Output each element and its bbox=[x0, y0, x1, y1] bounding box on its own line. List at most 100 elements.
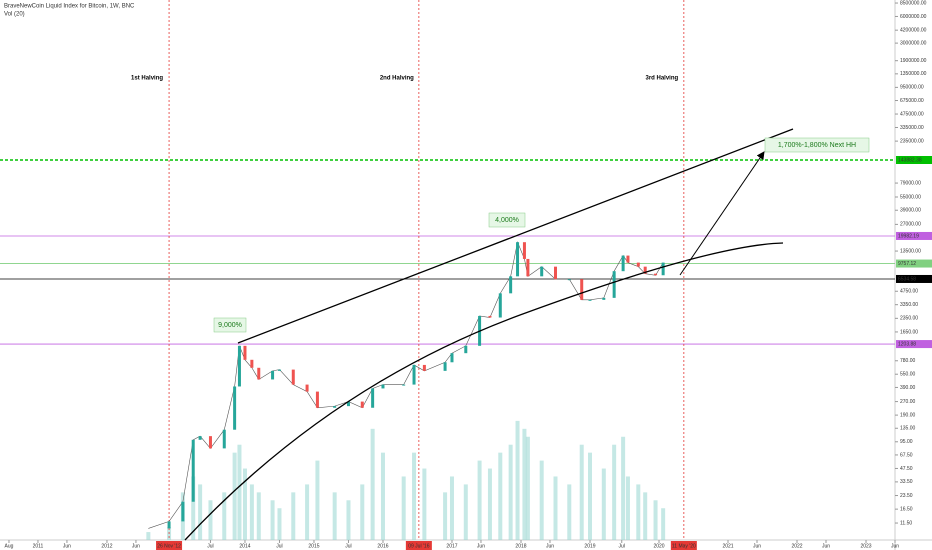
y-tick-label: 11.50 bbox=[900, 520, 912, 526]
volume-bar bbox=[208, 500, 213, 540]
x-tick-label: Jun bbox=[477, 543, 485, 549]
y-tick-label: 270.00 bbox=[900, 399, 916, 405]
volume-bar bbox=[636, 484, 641, 540]
y-tick-label: 39000.00 bbox=[900, 208, 921, 214]
price-level-tag bbox=[896, 155, 932, 164]
candle bbox=[243, 345, 247, 360]
candle bbox=[422, 364, 426, 371]
volume-bar bbox=[601, 468, 606, 540]
candle bbox=[626, 255, 630, 263]
y-tick-label: 3350.00 bbox=[900, 302, 918, 308]
halving-title: 3rd Halving bbox=[645, 76, 678, 82]
volume-bar bbox=[249, 484, 254, 540]
halving-date: 09 Jul '16 bbox=[408, 543, 429, 549]
candle bbox=[636, 262, 640, 267]
volume-bar bbox=[332, 492, 337, 540]
lower-trendline bbox=[184, 242, 784, 541]
price-level-label: 1203.88 bbox=[898, 341, 916, 347]
candle bbox=[580, 279, 584, 300]
volume-bar bbox=[305, 484, 310, 540]
volume-bar bbox=[539, 460, 544, 540]
y-tick-label: 47.50 bbox=[900, 466, 913, 472]
callout: 4,000% bbox=[495, 217, 519, 224]
y-tick-label: 79000.00 bbox=[900, 180, 921, 186]
volume-bar bbox=[346, 500, 351, 540]
y-tick-label: 390.00 bbox=[900, 385, 916, 391]
y-tick-label: 675000.00 bbox=[900, 98, 924, 104]
y-tick-label: 4200000.00 bbox=[900, 28, 927, 34]
halving-date: 11 May '20 bbox=[672, 543, 696, 549]
y-tick-label: 67.50 bbox=[900, 452, 913, 458]
x-tick-label: 2016 bbox=[377, 543, 388, 549]
volume-bar bbox=[360, 484, 365, 540]
volume-bar bbox=[508, 444, 513, 540]
candle bbox=[661, 262, 665, 276]
x-tick-label: 2018 bbox=[515, 543, 526, 549]
y-tick-label: 8500000.00 bbox=[900, 0, 927, 6]
volume-bar bbox=[291, 492, 296, 540]
x-tick-label: Jul bbox=[345, 543, 351, 549]
y-tick-label: 33.50 bbox=[900, 479, 913, 485]
volume-bar bbox=[522, 428, 527, 540]
callout: 1,700%-1,800% Next HH bbox=[778, 142, 856, 149]
y-tick-label: 190.00 bbox=[900, 412, 916, 418]
volume-bar bbox=[370, 428, 375, 540]
x-tick-label: Jun bbox=[63, 543, 71, 549]
y-tick-label: 4750.00 bbox=[900, 289, 918, 295]
candle bbox=[567, 279, 571, 281]
y-tick-label: 55000.00 bbox=[900, 194, 921, 200]
candle bbox=[360, 401, 364, 408]
y-tick-label: 95.00 bbox=[900, 439, 913, 445]
volume-bar bbox=[232, 452, 237, 540]
volume-bar bbox=[621, 436, 626, 540]
volume-bar bbox=[579, 444, 584, 540]
volume-bar bbox=[515, 420, 520, 540]
candle bbox=[277, 369, 281, 371]
volume-bar bbox=[553, 476, 558, 540]
y-tick-label: 16.50 bbox=[900, 506, 913, 512]
candle bbox=[450, 353, 454, 363]
volume-bar bbox=[256, 492, 261, 540]
volume-bar bbox=[525, 436, 530, 540]
halving-date-tag bbox=[405, 541, 432, 550]
volume-bar bbox=[625, 476, 630, 540]
y-tick-label: 23.50 bbox=[900, 493, 913, 499]
y-tick-label: 6000000.00 bbox=[900, 14, 927, 20]
halving-title: 1st Halving bbox=[131, 76, 163, 82]
volume-bar bbox=[487, 468, 492, 540]
volume-bar bbox=[270, 500, 275, 540]
y-tick-label: 2350.00 bbox=[900, 316, 918, 322]
x-tick-label: 2011 bbox=[33, 543, 44, 549]
volume-bar bbox=[380, 452, 385, 540]
candle bbox=[588, 299, 592, 301]
volume-bar bbox=[477, 460, 482, 540]
y-tick-label: 27000.00 bbox=[900, 222, 921, 228]
candle bbox=[516, 242, 520, 277]
candle bbox=[602, 297, 606, 300]
callout-box bbox=[764, 137, 870, 153]
price-level-tag bbox=[896, 274, 932, 283]
y-tick-label: 475000.00 bbox=[900, 111, 924, 117]
volume-bar bbox=[412, 452, 417, 540]
candle bbox=[612, 271, 616, 298]
y-tick-label: 780.00 bbox=[900, 358, 916, 364]
x-tick-label: Jul bbox=[276, 543, 282, 549]
candle bbox=[498, 293, 502, 318]
halving-date-tag bbox=[670, 541, 697, 550]
x-tick-label: 2023 bbox=[860, 543, 871, 549]
y-tick-label: 1650.00 bbox=[900, 329, 918, 335]
price-level-tag bbox=[896, 259, 932, 268]
x-tick-label: Jul bbox=[619, 543, 625, 549]
candle bbox=[553, 266, 557, 280]
halving-date-tag bbox=[156, 541, 183, 550]
x-tick-label: 2021 bbox=[722, 543, 733, 549]
candle bbox=[271, 370, 275, 380]
candle bbox=[208, 436, 212, 449]
x-tick-label: 2012 bbox=[101, 543, 112, 549]
candle bbox=[540, 266, 544, 277]
volume-bar bbox=[612, 444, 617, 540]
plot-area bbox=[0, 0, 895, 540]
volume-bar bbox=[449, 476, 454, 540]
price-level-label: 6534.58 bbox=[898, 276, 916, 282]
